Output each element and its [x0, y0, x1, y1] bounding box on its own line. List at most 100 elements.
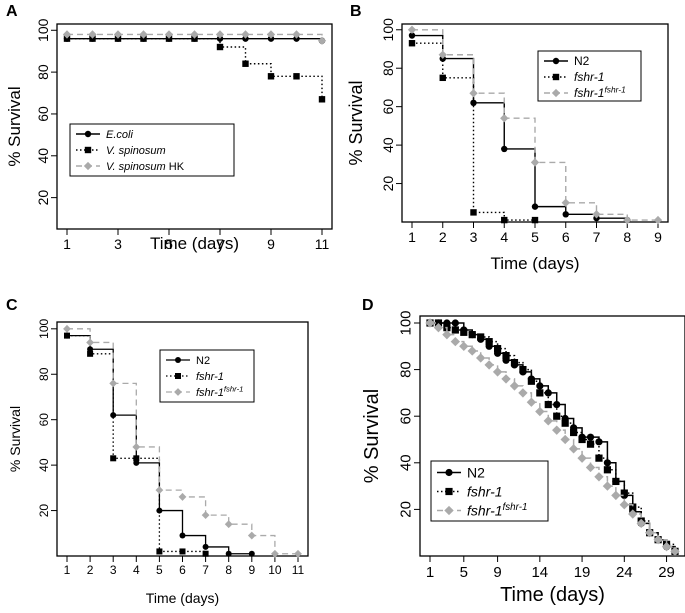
data-point	[459, 341, 469, 351]
y-tick-label: 40	[35, 148, 51, 164]
data-point	[619, 500, 629, 510]
legend-marker	[552, 57, 560, 65]
data-point	[62, 30, 72, 39]
y-axis-title: % Survival	[5, 86, 24, 166]
data-point	[224, 520, 233, 529]
data-point	[595, 454, 603, 462]
x-tick-label: 3	[114, 236, 122, 252]
data-point	[510, 359, 519, 367]
data-point	[439, 74, 446, 82]
data-point	[526, 397, 537, 407]
series-line	[430, 322, 676, 552]
legend-marker	[83, 161, 93, 171]
legend-marker	[552, 73, 560, 81]
data-point	[133, 455, 140, 462]
data-point	[247, 531, 256, 540]
data-point	[519, 365, 527, 374]
x-tick-label: 5	[531, 229, 539, 245]
data-point	[110, 455, 117, 462]
data-point	[570, 428, 578, 437]
legend-marker	[84, 146, 92, 154]
data-point	[242, 60, 249, 67]
x-axis-title: Time (days)	[146, 590, 219, 606]
y-tick-label: 80	[37, 367, 51, 381]
panel-label: B	[350, 3, 362, 20]
data-point	[612, 477, 620, 486]
x-tick-label: 29	[658, 564, 675, 581]
panel-d: D 1 5 9 14 19 24 29 20 40 60 80 100 Time (days) % Surv…	[361, 297, 685, 606]
y-tick-label: 40	[380, 137, 396, 153]
data-point	[266, 30, 276, 39]
y-axis-title: % Survival	[7, 406, 23, 472]
x-tick-label: 11	[315, 236, 330, 252]
series-3	[62, 30, 327, 45]
y-tick-label: 80	[380, 60, 396, 76]
data-point	[628, 509, 638, 519]
data-point	[215, 30, 225, 39]
panel-a: A 1 3 5 7 9 11 20 40 60 80 100 Time (days) % Survival…	[5, 3, 333, 253]
data-point	[509, 381, 520, 391]
data-point	[114, 35, 122, 42]
data-point	[113, 30, 123, 39]
data-point	[552, 425, 562, 435]
data-point	[502, 352, 510, 360]
data-point	[317, 36, 327, 45]
data-point	[293, 35, 300, 42]
data-point	[63, 324, 71, 333]
data-point	[611, 490, 621, 501]
x-tick-label: 5	[165, 236, 173, 252]
data-point	[501, 216, 508, 224]
data-point	[536, 389, 544, 397]
data-point	[653, 215, 663, 225]
data-point	[202, 550, 209, 557]
data-point	[620, 489, 628, 497]
data-point	[89, 35, 96, 42]
data-point	[248, 550, 255, 557]
x-tick-label: 4	[500, 229, 508, 245]
x-tick-label: 7	[593, 229, 601, 245]
series-2	[64, 332, 209, 557]
y-tick-label: 20	[37, 504, 51, 518]
data-point	[132, 443, 141, 451]
y-tick-label: 80	[35, 64, 51, 80]
data-point	[586, 440, 595, 448]
data-point	[438, 50, 447, 59]
y-tick-label: 80	[398, 361, 415, 378]
data-point	[586, 433, 595, 441]
legend-label: V. spinosum	[106, 145, 166, 157]
series-line	[67, 37, 323, 100]
data-point	[518, 388, 528, 398]
data-point	[179, 548, 186, 555]
panel-b: B 1 2 3 4 5 6 7 8 9 20 40 60 80 100 Time (days) % Surviv…	[346, 3, 669, 273]
data-point	[271, 549, 279, 558]
x-tick-label: 1	[63, 236, 71, 252]
series-line	[67, 33, 323, 41]
data-point	[267, 35, 275, 42]
data-point	[451, 326, 459, 334]
data-point	[155, 486, 164, 495]
legend-label: N2	[574, 54, 590, 68]
data-point	[242, 35, 249, 42]
data-point	[595, 438, 603, 446]
data-point	[500, 114, 509, 123]
x-tick-label: 8	[623, 229, 631, 245]
x-axis-title: Time (days)	[500, 584, 605, 606]
data-point	[469, 89, 478, 98]
x-axis-title: Time (days)	[150, 234, 239, 253]
data-point	[530, 158, 540, 167]
data-point	[292, 30, 301, 39]
y-tick-label: 60	[398, 408, 415, 425]
data-point	[294, 549, 302, 558]
panel-label: A	[6, 3, 18, 20]
data-point	[501, 145, 508, 153]
data-point	[592, 210, 601, 219]
data-point	[623, 215, 632, 225]
data-point	[110, 412, 117, 419]
data-point	[561, 419, 569, 427]
data-point	[408, 32, 416, 39]
legend-label: E.coli	[106, 129, 133, 141]
x-tick-label: 8	[225, 563, 232, 577]
